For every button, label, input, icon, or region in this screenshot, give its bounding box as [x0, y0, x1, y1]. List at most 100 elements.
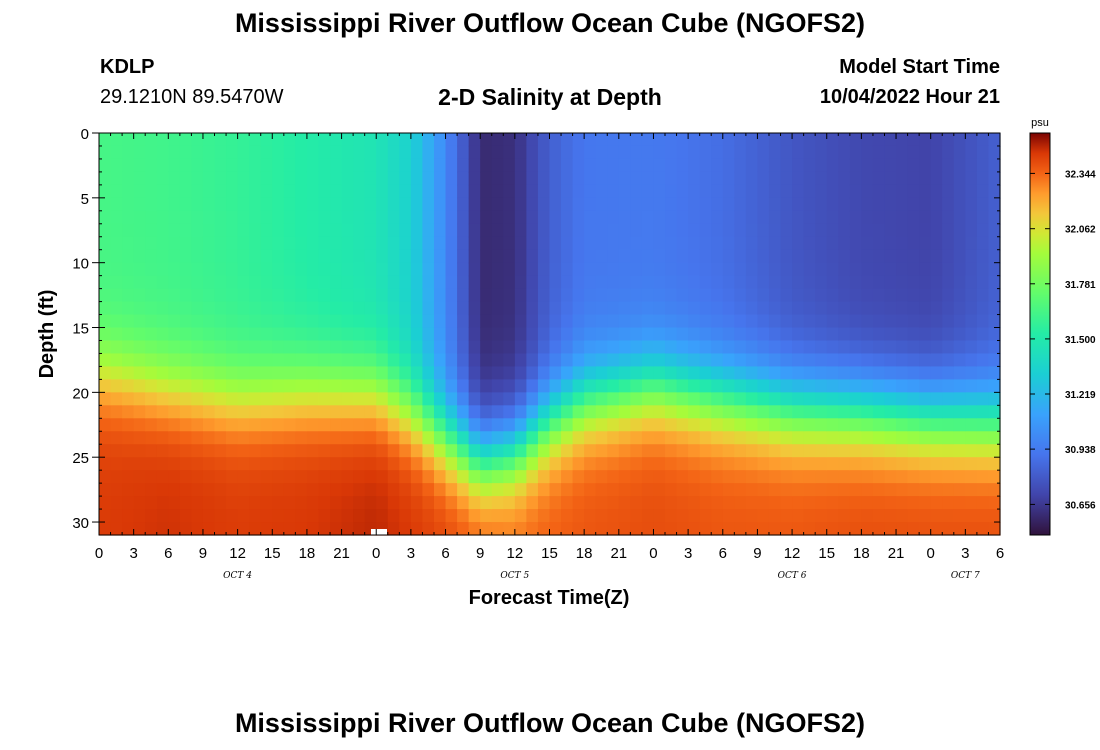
- heatmap-cell: [641, 366, 655, 380]
- heatmap-cell: [480, 301, 493, 316]
- heatmap-cell: [295, 314, 308, 329]
- heatmap-cell: [514, 418, 527, 432]
- heatmap-cell: [688, 405, 701, 419]
- heatmap-cell: [514, 431, 527, 445]
- heatmap-cell: [376, 353, 389, 368]
- heatmap-cell: [803, 496, 816, 510]
- heatmap-cell: [815, 197, 828, 212]
- heatmap-cell: [653, 275, 666, 290]
- heatmap-cell: [237, 171, 250, 186]
- heatmap-cell: [826, 314, 839, 329]
- heatmap-cell: [526, 496, 539, 510]
- heatmap-cell: [364, 288, 377, 303]
- heatmap-cell: [953, 340, 966, 355]
- heatmap-cell: [353, 171, 366, 186]
- heatmap-cell: [179, 184, 193, 199]
- heatmap-cell: [942, 483, 955, 497]
- heatmap-cell: [110, 197, 123, 212]
- heatmap-cell: [572, 301, 585, 316]
- heatmap-cell: [145, 210, 158, 225]
- heatmap-cell: [330, 353, 343, 368]
- heatmap-cell: [249, 314, 262, 329]
- heatmap-cell: [757, 236, 770, 251]
- heatmap-cell: [884, 366, 897, 380]
- heatmap-cell: [618, 184, 631, 199]
- heatmap-cell: [272, 158, 285, 173]
- heatmap-cell: [399, 197, 412, 212]
- heatmap-cell: [156, 133, 169, 147]
- heatmap-cell: [641, 223, 655, 238]
- heatmap-cell: [653, 236, 666, 251]
- heatmap-cell: [503, 483, 516, 497]
- heatmap-cell: [768, 366, 782, 380]
- heatmap-cell: [433, 431, 447, 445]
- heatmap-cell: [734, 314, 747, 329]
- heatmap-cell: [896, 340, 909, 355]
- heatmap-cell: [410, 288, 424, 303]
- heatmap-cell: [861, 197, 874, 212]
- heatmap-cell: [179, 522, 193, 536]
- heatmap-cell: [780, 509, 793, 523]
- heatmap-cell: [722, 249, 735, 264]
- heatmap-cell: [202, 457, 216, 471]
- heatmap-cell: [595, 133, 608, 147]
- heatmap-cell: [503, 197, 516, 212]
- heatmap-cell: [514, 210, 527, 225]
- heatmap-cell: [711, 197, 724, 212]
- heatmap-cell: [376, 145, 389, 160]
- heatmap-cell: [410, 379, 424, 393]
- heatmap-cell: [445, 314, 458, 329]
- heatmap-cell: [561, 327, 574, 342]
- heatmap-cell: [145, 327, 158, 342]
- heatmap-cell: [457, 236, 470, 251]
- heatmap-cell: [618, 405, 631, 419]
- heatmap-cell: [826, 457, 839, 471]
- heatmap-cell: [815, 314, 828, 329]
- heatmap-cell: [503, 340, 516, 355]
- x-tick-label: 0: [95, 545, 103, 562]
- heatmap-cell: [202, 133, 216, 147]
- heatmap-cell: [676, 418, 689, 432]
- heatmap-cell: [838, 197, 851, 212]
- heatmap-cell: [711, 418, 724, 432]
- heatmap-cell: [953, 457, 966, 471]
- heatmap-cell: [387, 496, 400, 510]
- heatmap-cell: [549, 275, 562, 290]
- heatmap-cell: [792, 379, 805, 393]
- heatmap-cell: [815, 133, 828, 147]
- heatmap-cell: [156, 171, 169, 186]
- heatmap-cell: [872, 522, 886, 536]
- heatmap-cell: [202, 509, 216, 523]
- heatmap-cell: [468, 184, 481, 199]
- heatmap-cell: [364, 223, 377, 238]
- heatmap-cell: [306, 327, 320, 342]
- heatmap-cell: [722, 379, 735, 393]
- heatmap-cell: [849, 301, 862, 316]
- heatmap-cell: [272, 327, 285, 342]
- heatmap-cell: [965, 418, 978, 432]
- heatmap-cell: [676, 509, 689, 523]
- heatmap-cell: [896, 301, 909, 316]
- heatmap-cell: [122, 431, 135, 445]
- heatmap-cell: [896, 288, 909, 303]
- heatmap-cell: [226, 197, 239, 212]
- heatmap-cell: [318, 366, 331, 380]
- heatmap-cell: [549, 496, 562, 510]
- heatmap-cell: [295, 133, 308, 147]
- heatmap-cell: [480, 197, 493, 212]
- heatmap-cell: [226, 379, 239, 393]
- heatmap-cell: [353, 379, 366, 393]
- heatmap-cell: [896, 444, 909, 458]
- heatmap-cell: [815, 392, 828, 406]
- heatmap-cell: [630, 158, 643, 173]
- heatmap-cell: [826, 236, 839, 251]
- heatmap-cell: [815, 353, 828, 368]
- heatmap-cell: [503, 353, 516, 368]
- heatmap-cell: [283, 522, 296, 536]
- heatmap-cell: [953, 353, 966, 368]
- heatmap-cell: [907, 353, 920, 368]
- heatmap-cell: [849, 223, 862, 238]
- heatmap-cell: [722, 483, 735, 497]
- heatmap-cell: [872, 314, 886, 329]
- heatmap-cell: [179, 288, 193, 303]
